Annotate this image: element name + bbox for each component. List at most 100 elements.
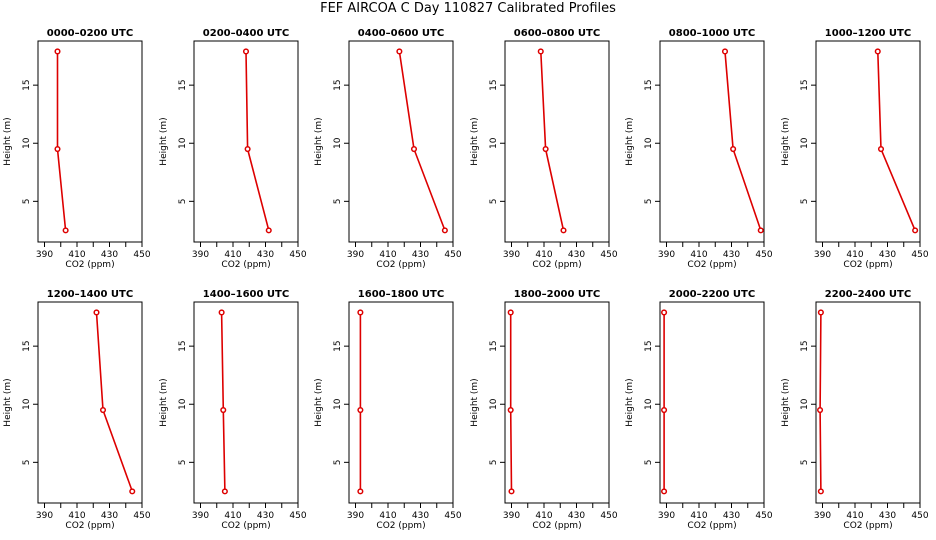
- x-tick-label: 450: [600, 511, 617, 521]
- profile-point: [537, 48, 544, 55]
- x-tick-label: 430: [723, 250, 740, 260]
- y-tick-label: 15: [178, 340, 188, 351]
- profile-point: [54, 48, 61, 55]
- x-tick-label: 390: [503, 250, 520, 260]
- y-axis-label: Height (m): [314, 378, 324, 426]
- panel-title: 1400–1600 UTC: [203, 289, 289, 300]
- x-axis-label: CO2 (ppm): [221, 521, 270, 531]
- y-tick-label: 5: [178, 198, 188, 204]
- profile-line: [398, 51, 446, 231]
- profile-point: [507, 309, 514, 316]
- y-tick-label: 10: [489, 398, 499, 410]
- y-tick-label: 15: [22, 79, 32, 90]
- y-tick-label: 5: [644, 198, 654, 204]
- profile-line: [540, 51, 565, 231]
- x-tick-label: 390: [658, 250, 675, 260]
- profile-point: [129, 488, 136, 495]
- x-tick-label: 390: [347, 511, 364, 521]
- profile-line: [95, 312, 134, 492]
- profile-point: [542, 146, 549, 153]
- x-tick-label: 430: [879, 511, 896, 521]
- x-tick-label: 390: [658, 511, 675, 521]
- x-tick-label: 450: [755, 250, 772, 260]
- x-axis-label: CO2 (ppm): [65, 260, 114, 270]
- x-tick-label: 430: [412, 511, 429, 521]
- x-tick-label: 430: [879, 250, 896, 260]
- y-tick-label: 10: [800, 398, 810, 410]
- x-tick-label: 450: [133, 511, 150, 521]
- profile-point: [441, 227, 448, 234]
- x-tick-label: 390: [192, 250, 209, 260]
- x-tick-label: 450: [600, 250, 617, 260]
- y-tick-label: 15: [333, 340, 343, 351]
- x-tick-label: 430: [101, 511, 118, 521]
- plot-frame: [504, 301, 610, 504]
- x-tick-label: 430: [101, 250, 118, 260]
- y-tick-label: 15: [644, 340, 654, 351]
- y-tick-label: 5: [178, 459, 188, 465]
- y-tick-label: 15: [489, 340, 499, 351]
- y-axis-label: Height (m): [625, 117, 635, 165]
- y-tick-label: 5: [800, 459, 810, 465]
- figure-title: FEF AIRCOA C Day 110827 Calibrated Profi…: [320, 1, 616, 16]
- profile-line: [724, 51, 762, 231]
- x-tick-label: 430: [257, 511, 274, 521]
- panel-title: 0800–1000 UTC: [669, 28, 755, 39]
- x-tick-label: 410: [224, 511, 241, 521]
- x-tick-label: 430: [412, 250, 429, 260]
- y-tick-label: 5: [489, 459, 499, 465]
- plot-frame: [37, 301, 143, 504]
- panel-title: 0200–0400 UTC: [203, 28, 289, 39]
- y-tick-label: 10: [178, 398, 188, 410]
- x-tick-label: 410: [535, 250, 552, 260]
- profile-line: [819, 312, 822, 492]
- y-axis-label: Height (m): [781, 117, 791, 165]
- plot-frame: [193, 301, 299, 504]
- profile-point: [220, 407, 227, 414]
- panel-title: 0600–0800 UTC: [514, 28, 600, 39]
- y-tick-label: 15: [22, 340, 32, 351]
- x-tick-label: 410: [224, 250, 241, 260]
- plot-frame: [37, 40, 143, 243]
- plot-frame: [348, 40, 454, 243]
- y-tick-label: 15: [800, 340, 810, 351]
- x-axis-label: CO2 (ppm): [221, 260, 270, 270]
- profile-point: [661, 309, 668, 316]
- y-axis-label: Height (m): [470, 117, 480, 165]
- profile-point: [730, 146, 737, 153]
- panel-title: 0000–0200 UTC: [47, 28, 133, 39]
- profile-point: [357, 309, 364, 316]
- x-axis-label: CO2 (ppm): [843, 260, 892, 270]
- plot-frame: [815, 301, 921, 504]
- y-tick-label: 10: [333, 398, 343, 410]
- profile-point: [721, 48, 729, 55]
- x-tick-label: 430: [568, 250, 585, 260]
- profile-point: [218, 309, 225, 316]
- profile-point: [265, 227, 272, 234]
- profile-point: [817, 407, 824, 414]
- y-axis-label: Height (m): [314, 117, 324, 165]
- x-tick-label: 410: [690, 511, 707, 521]
- y-tick-label: 5: [22, 459, 32, 465]
- x-axis-label: CO2 (ppm): [376, 521, 425, 531]
- profile-point: [242, 48, 250, 55]
- x-axis-label: CO2 (ppm): [687, 521, 736, 531]
- x-axis-label: CO2 (ppm): [65, 521, 114, 531]
- profile-point: [661, 407, 668, 414]
- x-tick-label: 410: [535, 511, 552, 521]
- y-tick-label: 10: [644, 398, 654, 410]
- profile-point: [877, 146, 885, 153]
- y-axis-label: Height (m): [625, 378, 635, 426]
- x-tick-label: 430: [723, 511, 740, 521]
- profile-point: [244, 146, 251, 153]
- x-tick-label: 450: [444, 511, 461, 521]
- x-tick-label: 430: [568, 511, 585, 521]
- y-axis-label: Height (m): [159, 378, 169, 426]
- y-axis-label: Height (m): [781, 378, 791, 426]
- x-tick-label: 390: [347, 250, 364, 260]
- profile-point: [817, 309, 824, 316]
- x-tick-label: 410: [68, 250, 85, 260]
- x-tick-label: 410: [68, 511, 85, 521]
- y-tick-label: 5: [22, 198, 32, 204]
- x-axis-label: CO2 (ppm): [687, 260, 736, 270]
